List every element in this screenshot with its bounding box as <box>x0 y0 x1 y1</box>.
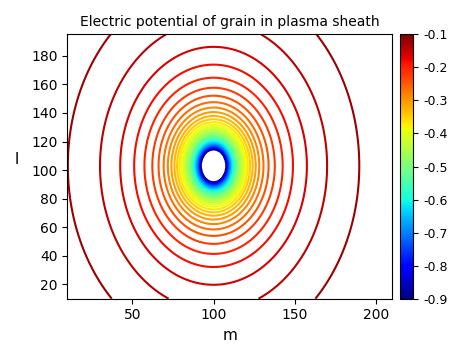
Y-axis label: l: l <box>15 151 19 166</box>
Title: Electric potential of grain in plasma sheath: Electric potential of grain in plasma sh… <box>80 15 380 29</box>
X-axis label: m: m <box>222 328 237 343</box>
